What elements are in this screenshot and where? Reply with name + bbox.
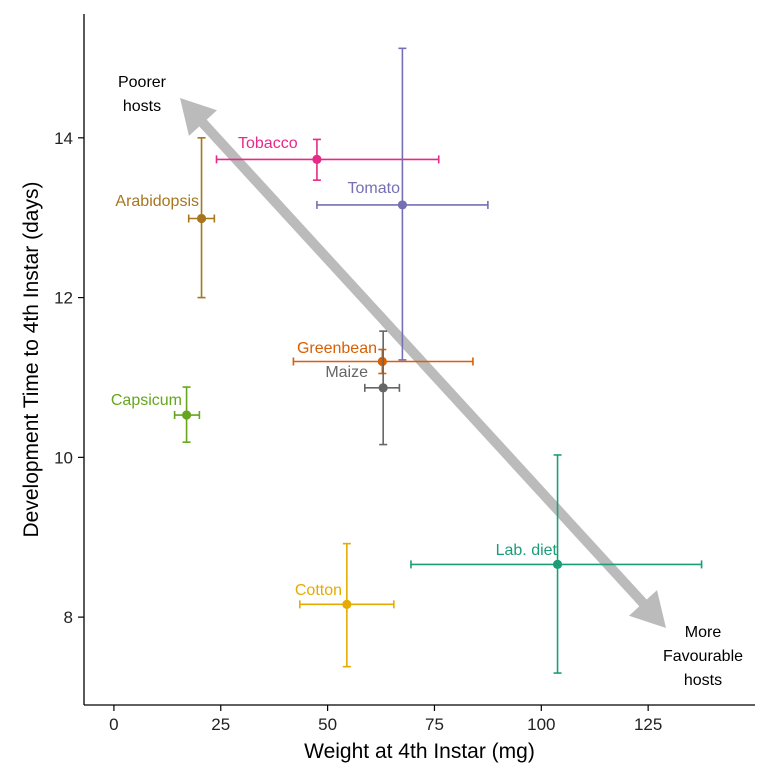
point-label: Arabidopsis — [115, 193, 199, 210]
data-point — [342, 599, 352, 609]
y-tick-label: 12 — [54, 289, 73, 308]
annotation-poorer-hosts: Poorer — [118, 74, 167, 91]
x-ticks: 0 25 50 75 100 125 — [109, 705, 662, 734]
data-point — [181, 410, 192, 420]
arrow-shaft — [195, 115, 651, 611]
annotation-poorer-hosts: hosts — [123, 98, 161, 115]
series-capsicum: Capsicum — [111, 386, 201, 443]
axes: 0 25 50 75 100 125 8 10 12 14 — [54, 14, 755, 734]
arrow-head — [180, 98, 217, 136]
x-tick-label: 75 — [425, 715, 444, 734]
annotation-favourable-hosts: Favourable — [663, 648, 743, 665]
point-label: Cotton — [295, 582, 342, 599]
x-tick-label: 25 — [211, 715, 230, 734]
y-ticks: 8 10 12 14 — [54, 129, 84, 627]
data-point — [378, 383, 388, 393]
x-axis-title: Weight at 4th Instar (mg) — [304, 740, 535, 763]
y-tick-label: 14 — [54, 129, 73, 148]
x-tick-label: 50 — [318, 715, 337, 734]
series-layer: Tobacco Tomato Arabidopsis Greenbean Maize Ca… — [111, 47, 703, 674]
point-label: Capsicum — [111, 392, 182, 409]
data-point — [312, 154, 322, 164]
x-tick-label: 125 — [634, 715, 662, 734]
data-point — [552, 559, 563, 570]
annotations: Poorer hosts More Favourable hosts — [118, 74, 743, 689]
data-point — [377, 356, 387, 367]
y-tick-label: 8 — [64, 608, 73, 627]
arrow-head — [629, 590, 666, 628]
x-tick-label: 100 — [527, 715, 555, 734]
x-tick-label: 0 — [109, 715, 118, 734]
data-point — [397, 200, 408, 210]
point-label: Tobacco — [238, 135, 298, 152]
point-label: Tomato — [348, 180, 401, 197]
series-maize: Maize — [325, 330, 401, 446]
series-arabidopsis: Arabidopsis — [115, 137, 216, 299]
point-label: Lab. diet — [496, 542, 558, 559]
host-quality-arrow — [180, 98, 666, 628]
series-cotton: Cotton — [295, 542, 395, 668]
y-tick-label: 10 — [54, 448, 73, 467]
annotation-favourable-hosts: More — [685, 624, 722, 641]
y-axis-title: Development Time to 4th Instar (days) — [20, 182, 43, 538]
point-label: Maize — [325, 364, 368, 381]
series-lab-diet: Lab. diet — [410, 454, 703, 674]
annotation-favourable-hosts: hosts — [684, 672, 722, 689]
data-point — [196, 213, 207, 224]
point-label: Greenbean — [297, 340, 377, 357]
series-tomato: Tomato — [316, 47, 489, 361]
